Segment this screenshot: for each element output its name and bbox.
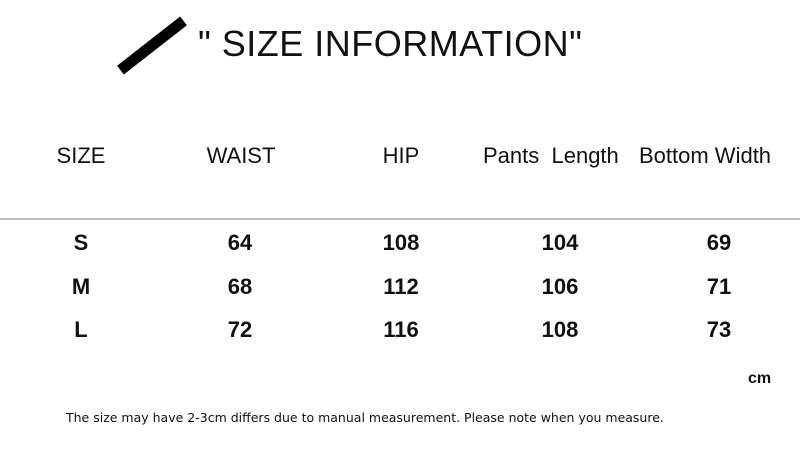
page-title: " SIZE INFORMATION" [198, 23, 583, 64]
table-cell: 112 [383, 274, 419, 299]
header-divider [0, 218, 800, 220]
table-cell: 64 [227, 230, 253, 255]
header-size: SIZE [56, 143, 106, 168]
table-cell: 104 [541, 230, 579, 255]
header-waist: WAIST [206, 143, 276, 168]
table-cell: 108 [541, 317, 579, 342]
table-cell: M [71, 274, 91, 299]
header-pants-length: Pants Length [483, 143, 619, 168]
table-cell: L [74, 317, 88, 342]
table-cell: 116 [383, 317, 419, 342]
header-hip: HIP [382, 143, 420, 168]
header-bottom-width: Bottom Width [639, 143, 772, 168]
table-cell: 72 [227, 317, 253, 342]
table-cell: 68 [227, 274, 253, 299]
table-cell: 108 [382, 230, 420, 255]
unit-label: cm [748, 370, 772, 387]
table-cell: 106 [541, 274, 579, 299]
measurement-note: The size may have 2-3cm differs due to m… [66, 410, 664, 425]
table-cell: 73 [706, 317, 732, 342]
table-cell: S [73, 230, 89, 255]
table-cell: 69 [706, 230, 732, 255]
table-cell: 71 [706, 274, 732, 299]
slash-decoration [117, 16, 187, 75]
